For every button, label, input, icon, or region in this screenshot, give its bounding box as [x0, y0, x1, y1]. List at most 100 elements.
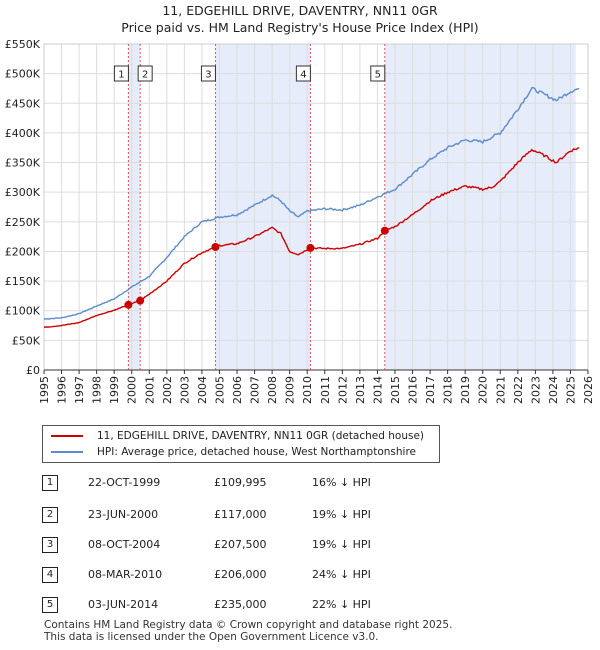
- x-tick-label: 1996: [56, 376, 69, 404]
- x-tick-label: 2021: [494, 376, 507, 404]
- x-tick-label: 2000: [126, 376, 139, 404]
- row-date: 23-JUN-2000: [88, 508, 159, 521]
- legend-item-hpi: HPI: Average price, detached house, West…: [51, 444, 416, 460]
- x-tick-label: 2026: [582, 376, 595, 404]
- row-hpi: 22% ↓ HPI: [312, 598, 371, 611]
- marker-number: 5: [375, 70, 381, 81]
- price-chart: £0 £50K £100K £150K £200K £250K £300K £350K £400…: [5, 38, 595, 404]
- table-row: 2 23-JUN-2000 £117,000 19% ↓ HPI: [0, 507, 600, 527]
- x-tick-label: 2023: [529, 376, 542, 404]
- x-tick-label: 2015: [389, 376, 402, 404]
- x-tick-label: 1995: [38, 376, 51, 404]
- x-tick-label: 2009: [284, 376, 297, 404]
- marker-number: 4: [300, 70, 306, 81]
- chart-title-line2: Price paid vs. HM Land Registry's House …: [121, 20, 479, 35]
- row-hpi: 19% ↓ HPI: [312, 508, 371, 521]
- row-price: £117,000: [214, 508, 267, 521]
- x-tick-label: 2003: [178, 376, 191, 404]
- x-tick-label: 2011: [319, 376, 332, 404]
- y-tick-label: £0: [26, 364, 40, 377]
- x-tick-label: 2016: [407, 376, 420, 404]
- x-tick-label: 2002: [161, 376, 174, 404]
- y-tick-label: £300K: [5, 186, 41, 199]
- y-tick-label: £250K: [5, 216, 41, 229]
- marker-box: [370, 65, 386, 82]
- x-tick-label: 2006: [231, 376, 244, 404]
- x-tick-label: 2019: [459, 376, 472, 404]
- y-tick-label: £150K: [5, 275, 41, 288]
- marker-number: 3: [205, 70, 211, 81]
- table-row: 3 08-OCT-2004 £207,500 19% ↓ HPI: [0, 537, 600, 557]
- marker-label-box: 3: [200, 65, 216, 82]
- table-row: 5 03-JUN-2014 £235,000 22% ↓ HPI: [0, 597, 600, 617]
- row-date: 08-MAR-2010: [88, 568, 163, 581]
- x-tick-label: 2001: [143, 376, 156, 404]
- row-number-badge: 1: [42, 475, 58, 491]
- row-date: 22-OCT-1999: [88, 476, 161, 489]
- x-tick-label: 2007: [249, 376, 262, 404]
- x-tick-label: 2013: [354, 376, 367, 404]
- row-price: £109,995: [214, 476, 267, 489]
- marker-number: 2: [142, 70, 148, 81]
- table-row: 1 22-OCT-1999 £109,995 16% ↓ HPI: [0, 475, 600, 495]
- marker-label-box: 5: [370, 65, 386, 82]
- series-line-hpi: [43, 86, 580, 320]
- x-tick-label: 2018: [442, 376, 455, 404]
- x-tick-label: 2020: [477, 376, 490, 404]
- row-number-badge: 2: [42, 507, 58, 523]
- x-tick-label: 2005: [213, 376, 226, 404]
- sale-point: [124, 300, 133, 309]
- marker-box: [113, 65, 129, 82]
- y-tick-label: £100K: [5, 305, 41, 318]
- x-tick-label: 2014: [371, 376, 384, 404]
- legend-item-property: 11, EDGEHILL DRIVE, DAVENTRY, NN11 0GR (…: [51, 428, 424, 444]
- row-number-badge: 5: [42, 597, 58, 613]
- row-hpi: 19% ↓ HPI: [312, 538, 371, 551]
- shaded-period: [215, 44, 311, 370]
- sale-point: [211, 243, 220, 252]
- sale-point: [306, 243, 315, 252]
- legend-line-property: [51, 435, 83, 437]
- row-number-badge: 3: [42, 537, 58, 553]
- row-price: £207,500: [214, 538, 267, 551]
- marker-label-box: 4: [295, 65, 311, 82]
- y-tick-label: £50K: [12, 334, 41, 347]
- row-price: £235,000: [214, 598, 267, 611]
- marker-box: [295, 65, 311, 82]
- marker-box: [200, 65, 216, 82]
- shaded-period: [128, 44, 141, 370]
- x-tick-label: 2010: [301, 376, 314, 404]
- footer-licence: This data is licensed under the Open Gov…: [44, 631, 379, 643]
- x-tick-label: 2025: [564, 376, 577, 404]
- table-row: 4 08-MAR-2010 £206,000 24% ↓ HPI: [0, 567, 600, 587]
- row-price: £206,000: [214, 568, 267, 581]
- x-tick-label: 2017: [424, 376, 437, 404]
- legend-label-hpi: HPI: Average price, detached house, West…: [97, 446, 416, 458]
- marker-label-box: 1: [113, 65, 129, 82]
- legend: 11, EDGEHILL DRIVE, DAVENTRY, NN11 0GR (…: [42, 425, 440, 463]
- marker-box: [137, 65, 153, 82]
- marker-label-box: 2: [137, 65, 153, 82]
- x-tick-label: 1997: [73, 376, 86, 404]
- row-date: 08-OCT-2004: [88, 538, 161, 551]
- y-tick-label: £450K: [5, 97, 41, 110]
- x-tick-label: 2008: [266, 376, 279, 404]
- footer-copyright: Contains HM Land Registry data © Crown c…: [44, 619, 453, 631]
- y-tick-label: £200K: [5, 245, 41, 258]
- marker-number: 1: [118, 70, 124, 81]
- y-tick-label: £400K: [5, 127, 41, 140]
- y-tick-label: £500K: [5, 68, 41, 81]
- sale-point: [136, 296, 145, 305]
- legend-line-hpi: [51, 451, 83, 453]
- row-hpi: 16% ↓ HPI: [312, 476, 371, 489]
- row-date: 03-JUN-2014: [88, 598, 159, 611]
- x-tick-label: 2022: [512, 376, 525, 404]
- x-tick-label: 2012: [336, 376, 349, 404]
- shaded-period: [384, 44, 576, 370]
- y-tick-label: £350K: [5, 157, 41, 170]
- x-tick-label: 2004: [196, 376, 209, 404]
- legend-label-property: 11, EDGEHILL DRIVE, DAVENTRY, NN11 0GR (…: [97, 430, 425, 442]
- chart-title-line1: 11, EDGEHILL DRIVE, DAVENTRY, NN11 0GR: [162, 3, 438, 18]
- row-hpi: 24% ↓ HPI: [312, 568, 371, 581]
- sale-point: [380, 226, 389, 235]
